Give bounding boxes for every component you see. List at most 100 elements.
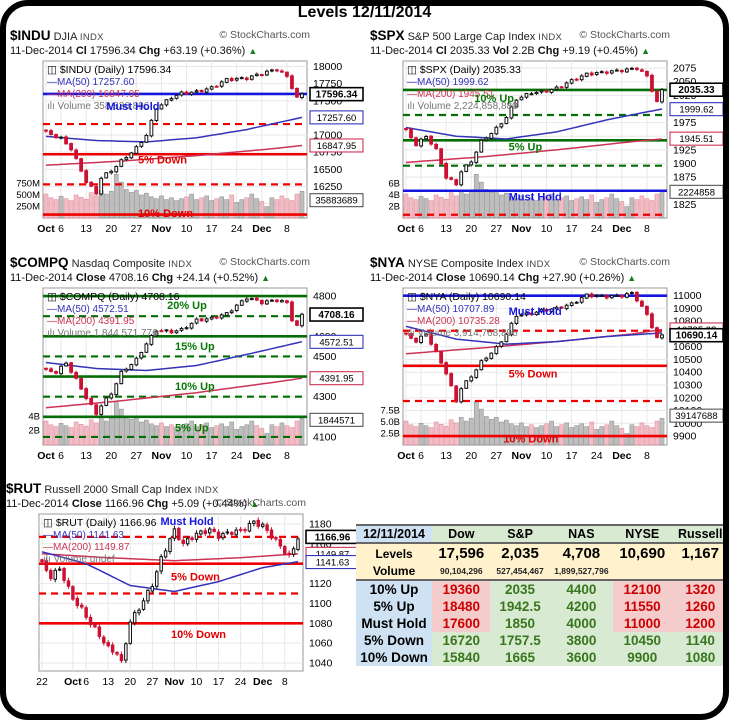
chart-plot: ◫ $RUT (Daily) 1166.96—MA(50) 1141.63—MA… xyxy=(36,513,360,688)
svg-text:—MA(200) 4391.95: —MA(200) 4391.95 xyxy=(47,316,135,327)
svg-text:Oct: Oct xyxy=(64,676,82,688)
table-cell: 11000 xyxy=(613,615,672,632)
chart-quote-line: 11-Dec-2014 Cl 2035.33 Vol 2.2B Chg +9.1… xyxy=(370,45,726,58)
svg-text:20: 20 xyxy=(465,450,477,462)
svg-text:—MA(200) 1149.87: —MA(200) 1149.87 xyxy=(43,542,130,553)
chart-symbol: $RUT xyxy=(6,481,42,496)
legend: ◫ $COMPQ (Daily) 4708.16—MA(50) 4572.51—… xyxy=(47,291,180,339)
svg-text:20: 20 xyxy=(105,450,117,462)
table-header-row: 12/11/2014 Dow S&P NAS NYSE Russell xyxy=(356,524,729,544)
svg-text:9900: 9900 xyxy=(673,431,697,443)
chart-plot: ◫ $SPX (Daily) 2035.33—MA(50) 1999.62—MA… xyxy=(388,60,724,235)
table-column-header: S&P xyxy=(490,524,550,544)
svg-text:5.0B: 5.0B xyxy=(380,417,400,428)
y-axis-labels: 1100010900108001060010500104001030010200… xyxy=(673,290,702,442)
volume-row: Volume 90,104,296 527,454,467 1,899,527,796 xyxy=(356,563,729,581)
svg-text:5% Up: 5% Up xyxy=(509,142,543,154)
svg-text:Oct: Oct xyxy=(37,223,55,235)
svg-text:ılı Volume 358,836,896: ılı Volume 358,836,896 xyxy=(47,101,150,112)
svg-text:◫ $INDU (Daily) 17596.34: ◫ $INDU (Daily) 17596.34 xyxy=(47,64,171,76)
svg-text:Must Hold: Must Hold xyxy=(509,306,562,318)
svg-text:—MA(200) 16847.95: —MA(200) 16847.95 xyxy=(47,89,140,100)
svg-text:6: 6 xyxy=(58,450,64,462)
price-boxes: 17596.34 17257.60 16847.95 35883689 xyxy=(309,86,364,208)
svg-text:5% Down: 5% Down xyxy=(138,155,187,167)
table-row: 5% Down 16720 1757.5 3800 10450 1140 xyxy=(356,632,729,649)
moving-averages xyxy=(41,551,299,593)
svg-text:16847.95: 16847.95 xyxy=(317,141,357,152)
chart-name: Nasdaq Composite xyxy=(71,258,166,270)
quote-date: 11-Dec-2014 xyxy=(370,272,433,284)
volume-bars xyxy=(43,401,305,446)
table-cell: 3800 xyxy=(549,632,614,649)
close-label: Close xyxy=(75,272,106,284)
up-triangle-icon: ▲ xyxy=(248,46,258,56)
chg-value: +27.90 (+0.26%) xyxy=(542,272,625,284)
svg-text:24: 24 xyxy=(231,223,243,235)
table-cell: 18480 xyxy=(432,598,491,615)
candlesticks xyxy=(44,68,304,196)
level-value: 10,690 xyxy=(613,543,672,563)
quote-date: 11-Dec-2014 xyxy=(370,45,433,57)
svg-text:39147688: 39147688 xyxy=(675,411,717,422)
svg-text:6: 6 xyxy=(418,450,424,462)
svg-text:10400: 10400 xyxy=(673,367,702,379)
svg-text:10600: 10600 xyxy=(673,341,702,353)
svg-text:10: 10 xyxy=(191,676,203,688)
svg-text:17: 17 xyxy=(213,676,225,688)
svg-text:Dec: Dec xyxy=(612,223,631,235)
svg-text:ılı Volume 1,844,571,776: ılı Volume 1,844,571,776 xyxy=(47,328,158,339)
table-column-header: Dow xyxy=(432,524,491,544)
volume-value: 527,454,467 xyxy=(490,563,550,581)
svg-text:27: 27 xyxy=(131,223,143,235)
x-axis-labels: Oct 6 13 20 27 Nov 10 17 24 Dec 8 xyxy=(397,450,650,462)
chart-plot: ◫ $INDU (Daily) 17596.34—MA(50) 17257.60… xyxy=(16,60,364,235)
svg-text:27: 27 xyxy=(147,676,159,688)
chart-type-label: INDX xyxy=(538,32,563,43)
table-row: Must Hold 17600 1850 4000 11000 1200 xyxy=(356,615,729,632)
chg-value: +5.09 (+0.44%) xyxy=(171,498,248,510)
svg-text:20: 20 xyxy=(465,223,477,235)
table-column-header: Russell xyxy=(671,524,729,544)
svg-text:4B: 4B xyxy=(388,190,400,201)
table-cell: 1850 xyxy=(490,615,550,632)
svg-text:10% Down: 10% Down xyxy=(171,629,226,641)
table-cell: 1140 xyxy=(671,632,729,649)
chart-header: $SPX S&P 500 Large Cap Index INDX © Stock… xyxy=(370,29,726,58)
svg-text:4572.51: 4572.51 xyxy=(319,337,353,348)
price-boxes: 4708.16 4572.51 4391.95 1844571 xyxy=(309,307,364,427)
chg-value: +24.14 (+0.52%) xyxy=(176,272,259,284)
svg-text:—MA(50) 4572.51: —MA(50) 4572.51 xyxy=(47,304,129,315)
annotations: Must Hold 5% Down 10% Down xyxy=(160,516,226,641)
table-cell: 4400 xyxy=(549,580,614,598)
svg-text:Must Hold: Must Hold xyxy=(106,101,159,113)
chart-rut: $RUT Russell 2000 Small Cap Index INDX © … xyxy=(6,482,362,712)
svg-text:1149.87: 1149.87 xyxy=(316,549,350,560)
close-label: Cl xyxy=(75,45,87,57)
svg-text:10% Up: 10% Up xyxy=(175,381,215,393)
chg-label: Chg xyxy=(146,498,169,510)
svg-text:—MA(50) 1999.62: —MA(50) 1999.62 xyxy=(407,77,489,88)
row-label: Must Hold xyxy=(356,615,433,632)
svg-text:7.5B: 7.5B xyxy=(380,406,400,417)
moving-averages xyxy=(45,340,303,409)
table-cell: 4000 xyxy=(549,615,614,632)
svg-text:1844571: 1844571 xyxy=(318,415,355,426)
svg-text:500M: 500M xyxy=(16,190,40,201)
candlesticks xyxy=(404,66,664,187)
svg-text:—MA(200) 1945.51: —MA(200) 1945.51 xyxy=(407,89,495,100)
legend: ◫ $INDU (Daily) 17596.34—MA(50) 17257.60… xyxy=(47,64,171,112)
row-label: Volume xyxy=(356,563,433,581)
page-title: Levels 12/11/2014 xyxy=(297,4,432,21)
table-cell: 11550 xyxy=(613,598,672,615)
candlesticks xyxy=(40,517,300,664)
candlesticks xyxy=(404,291,664,404)
chg-value: +9.19 (+0.45%) xyxy=(562,45,639,57)
moving-averages xyxy=(45,116,303,166)
table-cell: 1260 xyxy=(671,598,729,615)
svg-text:◫ $COMPQ (Daily) 4708.16: ◫ $COMPQ (Daily) 4708.16 xyxy=(47,291,180,303)
level-lines xyxy=(403,88,667,216)
